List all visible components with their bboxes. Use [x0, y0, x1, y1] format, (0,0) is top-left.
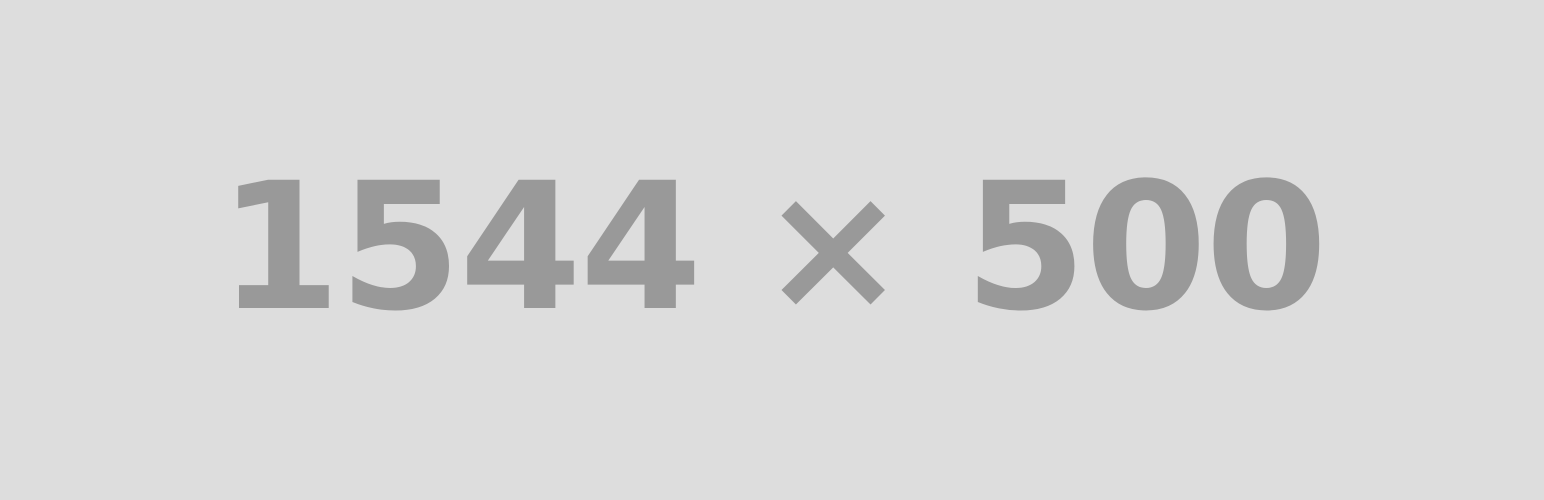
dimensions-label: 1544 × 500	[218, 145, 1327, 350]
